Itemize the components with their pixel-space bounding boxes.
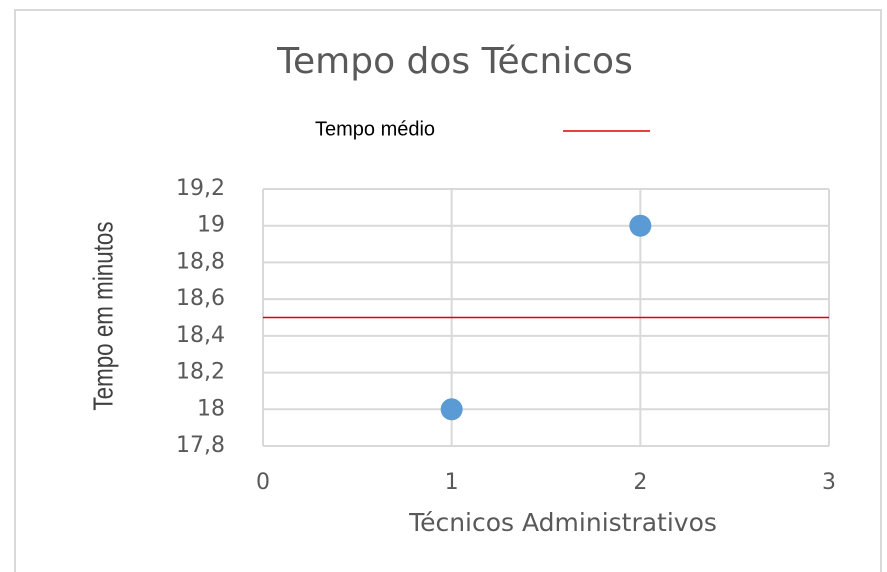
x-tick-label: 2	[633, 470, 647, 495]
scatter-point	[629, 214, 652, 237]
chart-title: Tempo dos Técnicos	[276, 41, 633, 82]
y-tick-label: 18	[197, 396, 225, 421]
x-tick-label: 3	[822, 470, 836, 495]
x-axis-label: Técnicos Administrativos	[408, 508, 717, 537]
y-axis-label: Tempo em minutos	[88, 221, 119, 410]
y-tick-label: 19	[197, 213, 225, 238]
y-tick-label: 18,4	[176, 323, 225, 348]
y-tick-label: 19,2	[176, 176, 225, 201]
legend-label: Tempo médio	[315, 118, 435, 140]
y-tick-label: 18,2	[176, 360, 225, 385]
y-tick-label: 17,8	[176, 433, 225, 458]
y-tick-label: 18,6	[176, 286, 225, 311]
scatter-point	[440, 398, 463, 421]
chart-frame	[14, 9, 882, 572]
x-tick-label: 0	[256, 470, 270, 495]
x-tick-label: 1	[445, 470, 459, 495]
y-tick-label: 18,8	[176, 249, 225, 274]
